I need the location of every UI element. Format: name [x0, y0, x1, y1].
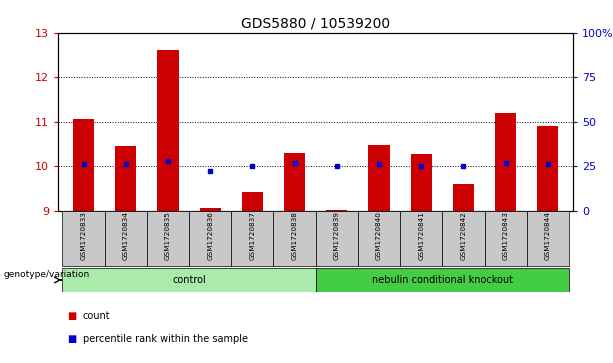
Bar [453, 184, 474, 211]
Bar [368, 145, 389, 211]
Bar [158, 50, 178, 211]
Bar [484, 211, 527, 266]
Bar [316, 211, 358, 266]
Text: GSM1720844: GSM1720844 [545, 211, 551, 260]
Bar [443, 211, 484, 266]
Title: GDS5880 / 10539200: GDS5880 / 10539200 [241, 16, 390, 30]
Text: GSM1720836: GSM1720836 [207, 211, 213, 260]
Bar [527, 211, 569, 266]
Text: GSM1720843: GSM1720843 [503, 211, 509, 260]
Text: genotype/variation: genotype/variation [3, 270, 89, 278]
Text: GSM1720833: GSM1720833 [80, 211, 86, 260]
Bar [400, 211, 443, 266]
Bar [537, 126, 558, 211]
Text: ■: ■ [67, 334, 77, 344]
Text: GSM1720841: GSM1720841 [418, 211, 424, 260]
Bar [358, 211, 400, 266]
Bar [242, 192, 263, 211]
Text: GSM1720838: GSM1720838 [292, 211, 297, 260]
Bar [189, 211, 231, 266]
Bar [326, 210, 348, 211]
Bar [316, 268, 569, 292]
Bar [411, 154, 432, 211]
Bar [231, 211, 273, 266]
Bar [105, 211, 147, 266]
Text: percentile rank within the sample: percentile rank within the sample [83, 334, 248, 344]
Text: GSM1720839: GSM1720839 [334, 211, 340, 260]
Bar [63, 211, 105, 266]
Bar [495, 113, 516, 211]
Bar [73, 119, 94, 211]
Text: GSM1720835: GSM1720835 [165, 211, 171, 260]
Bar [147, 211, 189, 266]
Text: nebulin conditional knockout: nebulin conditional knockout [372, 275, 513, 285]
Bar [115, 146, 136, 211]
Bar [63, 268, 316, 292]
Bar [284, 153, 305, 211]
Text: GSM1720842: GSM1720842 [460, 211, 466, 260]
Text: GSM1720837: GSM1720837 [249, 211, 256, 260]
Text: count: count [83, 311, 110, 321]
Text: control: control [172, 275, 206, 285]
Text: GSM1720840: GSM1720840 [376, 211, 382, 260]
Bar [200, 208, 221, 211]
Text: ■: ■ [67, 311, 77, 321]
Bar [273, 211, 316, 266]
Text: GSM1720834: GSM1720834 [123, 211, 129, 260]
